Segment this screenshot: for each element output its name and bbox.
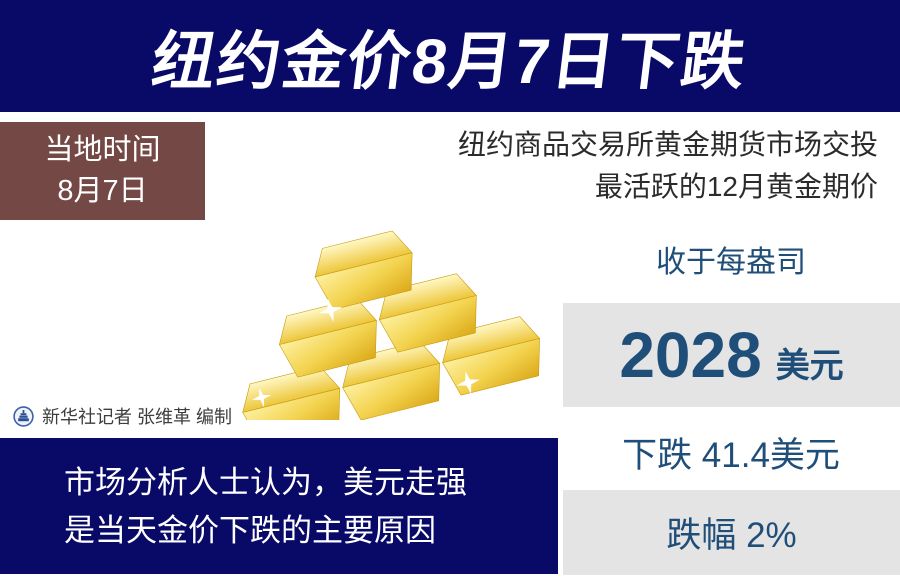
gold-ingot bbox=[378, 273, 477, 353]
analysis-line-1: 市场分析人士认为，美元走强 bbox=[64, 465, 467, 500]
date-line-1: 当地时间 bbox=[44, 134, 161, 167]
sparkle-glints bbox=[251, 298, 480, 408]
price-pct-text: 跌幅 2% bbox=[666, 516, 797, 555]
close-price-value: 2028 bbox=[619, 319, 762, 391]
gold-bars-image bbox=[242, 230, 541, 420]
close-price-unit: 美元 bbox=[775, 347, 844, 385]
intro-text: 纽约商品交易所黄金期货市场交投 最活跃的12月黄金期价 bbox=[458, 124, 878, 208]
gold-ingot bbox=[242, 366, 341, 420]
date-line-2: 8月7日 bbox=[57, 175, 148, 207]
intro-line-1: 纽约商品交易所黄金期货市场交投 bbox=[457, 129, 878, 160]
byline-text: 新华社记者 张维革 编制 bbox=[42, 407, 233, 427]
byline: 新华社记者 张维革 编制 bbox=[13, 403, 232, 429]
analysis-box: 市场分析人士认为，美元走强 是当天金价下跌的主要原因 bbox=[0, 438, 558, 574]
date-box: 当地时间 8月7日 bbox=[0, 122, 205, 220]
intro-line-2: 最活跃的12月黄金期价 bbox=[594, 171, 878, 202]
gold-ingot bbox=[314, 230, 413, 310]
xinhua-emblem-icon bbox=[13, 405, 34, 427]
analysis-line-2: 是当天金价下跌的主要原因 bbox=[64, 513, 436, 548]
title-banner: 纽约金价8月7日下跌 bbox=[0, 0, 900, 112]
page-title: 纽约金价8月7日下跌 bbox=[147, 26, 751, 97]
close-price-label: 收于每盎司 bbox=[656, 246, 806, 279]
price-pct-box: 跌幅 2% bbox=[563, 490, 900, 575]
close-price-box: 2028 美元 bbox=[563, 303, 900, 407]
price-change-text: 下跌 41.4美元 bbox=[622, 436, 840, 475]
